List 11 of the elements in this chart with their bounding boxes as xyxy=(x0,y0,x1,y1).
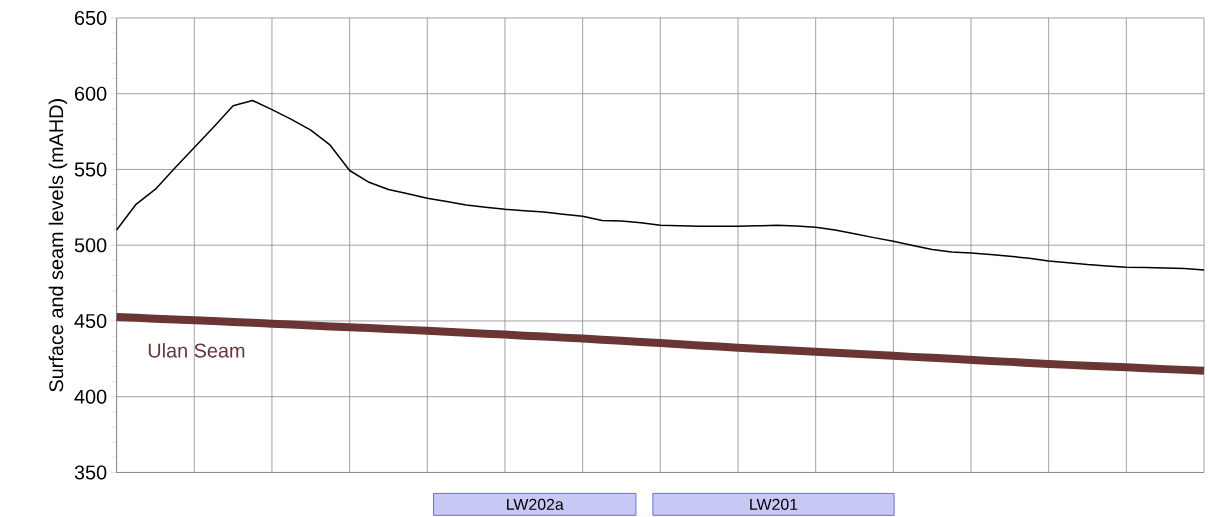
y-tick-label: 650 xyxy=(75,10,107,25)
y-tick-label: 600 xyxy=(75,86,107,101)
y-tick-label: 450 xyxy=(74,313,107,328)
text: LW201 xyxy=(750,498,798,510)
text: LW202a xyxy=(507,498,564,510)
y-tick-label: 550 xyxy=(74,162,107,177)
y-tick-label: 400 xyxy=(74,389,107,404)
y-axis-title: Surface and seam levels (mAHD) xyxy=(48,98,68,392)
y-tick-label: 500 xyxy=(74,238,107,253)
y-tick-label: 350 xyxy=(74,465,107,480)
series-label: Ulan Seam xyxy=(148,342,245,358)
